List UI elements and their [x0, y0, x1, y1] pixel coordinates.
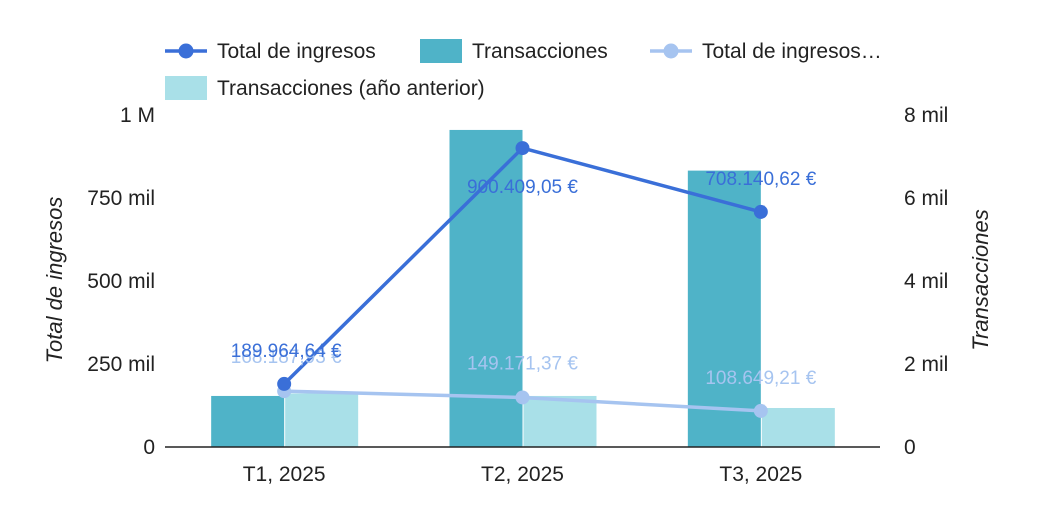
data-label-anterior-2: 108.649,21 € — [705, 368, 816, 389]
right-tick-label: 6 mil — [904, 187, 948, 210]
data-labels: 168.187,93 € 149.171,37 € 108.649,21 € 189.… — [231, 169, 817, 389]
legend-dot-icon — [663, 43, 679, 59]
bar-transacciones-2 — [687, 170, 761, 448]
right-axis: 0 2 mil 4 mil 6 mil 8 mil — [904, 104, 948, 459]
legend-item-1: Transacciones — [420, 39, 608, 63]
right-tick-label: 4 mil — [904, 270, 948, 293]
left-tick-label: 500 mil — [87, 270, 155, 293]
lines — [277, 141, 768, 418]
bar-transacciones-anterior-0 — [285, 393, 359, 447]
x-tick-label: T2, 2025 — [481, 463, 564, 486]
data-label-ingresos-0: 189.964,64 € — [231, 341, 342, 362]
left-axis-title: Total de ingresos — [42, 197, 67, 364]
legend-label: Transacciones (año anterior) — [217, 77, 485, 100]
data-label-anterior-0: 168.187,93 € — [231, 347, 342, 368]
legend-item-3: Transacciones (año anterior) — [165, 76, 485, 100]
point-total-ingresos-2 — [753, 204, 768, 219]
legend-box-icon — [165, 76, 207, 100]
point-total-ingresos-anterior-1 — [515, 390, 530, 405]
legend-item-2: Total de ingresos… — [650, 40, 882, 63]
bar-transacciones-anterior-2 — [761, 407, 835, 447]
point-total-ingresos-0 — [277, 376, 292, 391]
right-tick-label: 8 mil — [904, 104, 948, 127]
point-total-ingresos-anterior-2 — [753, 403, 768, 418]
x-axis: T1, 2025 T2, 2025 T3, 2025 — [165, 446, 880, 486]
left-tick-label: 250 mil — [87, 353, 155, 376]
right-tick-label: 2 mil — [904, 353, 948, 376]
x-tick-label: T3, 2025 — [719, 463, 802, 486]
left-tick-label: 1 M — [120, 104, 155, 127]
left-tick-label: 0 — [143, 436, 155, 459]
legend-label: Total de ingresos — [217, 40, 376, 63]
legend-label: Total de ingresos… — [702, 40, 882, 63]
legend-box-icon — [420, 39, 462, 63]
data-label-anterior-1: 149.171,37 € — [467, 353, 578, 374]
legend-dot-icon — [178, 43, 194, 59]
right-tick-label: 0 — [904, 436, 916, 459]
legend-label: Transacciones — [472, 40, 608, 63]
x-tick-label: T1, 2025 — [243, 463, 326, 486]
legend: Total de ingresos Transacciones Total de i… — [165, 39, 882, 100]
bar-transacciones-0 — [211, 395, 285, 447]
point-total-ingresos-1 — [515, 141, 530, 156]
bar-transacciones-anterior-1 — [523, 395, 597, 447]
data-label-ingresos-1: 900.409,05 € — [467, 177, 578, 198]
legend-item-0: Total de ingresos — [165, 40, 376, 63]
right-axis-title: Transacciones — [968, 209, 993, 350]
left-tick-label: 750 mil — [87, 187, 155, 210]
data-label-ingresos-2: 708.140,62 € — [705, 169, 816, 190]
left-axis: 0 250 mil 500 mil 750 mil 1 M — [87, 104, 155, 459]
